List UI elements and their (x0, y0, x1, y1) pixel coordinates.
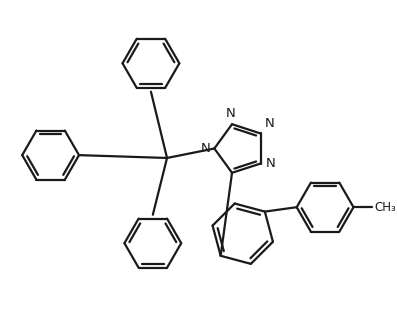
Text: N: N (225, 107, 235, 120)
Text: N: N (265, 157, 275, 170)
Text: CH₃: CH₃ (374, 201, 396, 214)
Text: N: N (264, 117, 274, 130)
Text: N: N (201, 142, 210, 155)
